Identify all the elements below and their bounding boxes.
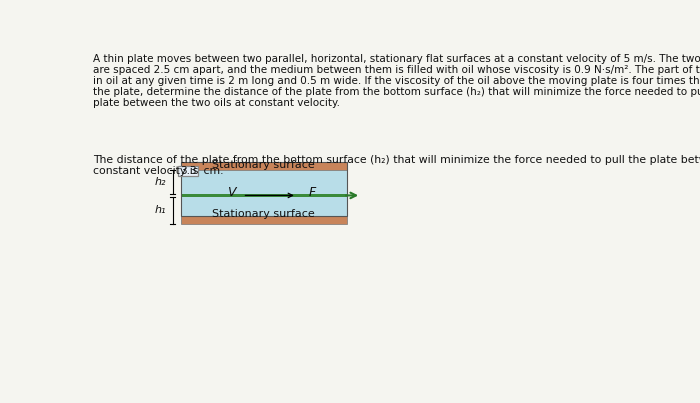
- Text: h₁: h₁: [155, 206, 167, 216]
- Text: Stationary surface: Stationary surface: [212, 208, 315, 218]
- Text: h₂: h₂: [155, 177, 167, 187]
- Bar: [181, 216, 347, 224]
- Text: the plate, determine the distance of the plate from the bottom surface (h₂) that: the plate, determine the distance of the…: [93, 87, 700, 97]
- Text: F: F: [309, 185, 316, 199]
- Text: in oil at any given time is 2 m long and 0.5 m wide. If the viscosity of the oil: in oil at any given time is 2 m long and…: [93, 76, 700, 86]
- Text: The distance of the plate from the bottom surface (h₂) that will minimize the fo: The distance of the plate from the botto…: [93, 155, 700, 164]
- Bar: [181, 197, 347, 224]
- Bar: [181, 194, 347, 197]
- Text: 3.3: 3.3: [180, 166, 197, 176]
- Text: V: V: [227, 185, 235, 199]
- Text: constant velocity is: constant velocity is: [93, 166, 202, 176]
- Text: Stationary surface: Stationary surface: [212, 160, 315, 170]
- FancyBboxPatch shape: [178, 166, 198, 176]
- Text: A thin plate moves between two parallel, horizontal, stationary flat surfaces at: A thin plate moves between two parallel,…: [93, 54, 700, 64]
- Bar: [181, 170, 347, 194]
- Text: plate between the two oils at constant velocity.: plate between the two oils at constant v…: [93, 98, 340, 108]
- Bar: [181, 162, 347, 170]
- Bar: [181, 162, 347, 216]
- Text: cm.: cm.: [200, 166, 223, 176]
- Text: are spaced 2.5 cm apart, and the medium between them is filled with oil whose vi: are spaced 2.5 cm apart, and the medium …: [93, 65, 700, 75]
